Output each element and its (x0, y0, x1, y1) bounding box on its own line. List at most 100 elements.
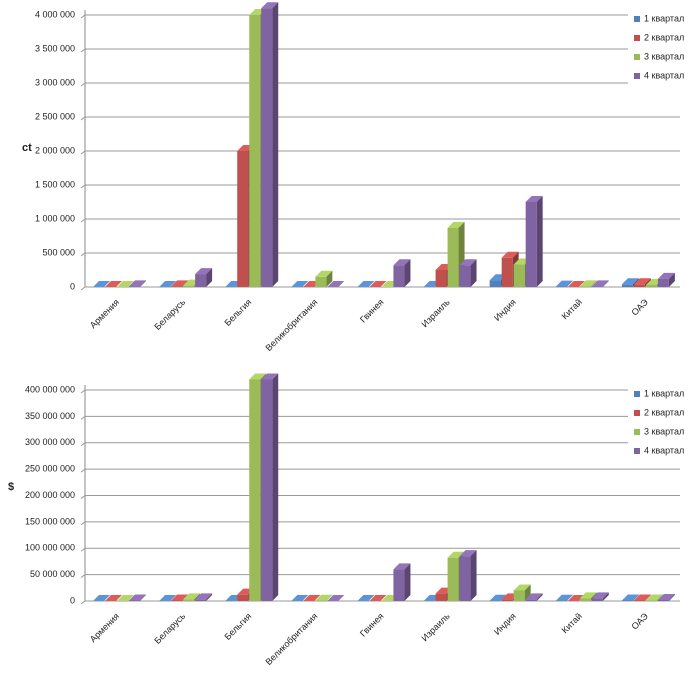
y-tick-label: 250 000 000 (25, 464, 75, 474)
bar-side (140, 594, 146, 601)
bar (249, 379, 261, 601)
legend-label: 2 квартал (644, 407, 684, 417)
y-tick-label: 0 (70, 281, 75, 291)
bar-top (555, 280, 573, 287)
legend-label: 2 квартал (644, 32, 684, 42)
bar-side (206, 268, 213, 287)
y-tick-label: 1 500 000 (35, 179, 75, 189)
bar (657, 278, 669, 287)
y-tick-label: 4 000 000 (35, 9, 75, 19)
bar (195, 274, 207, 287)
y-tick-label: 300 000 000 (25, 437, 75, 447)
bar (513, 264, 525, 287)
legend-swatch (634, 429, 640, 435)
legend-swatch (634, 54, 640, 60)
bar-top (117, 595, 134, 601)
legend-label: 3 квартал (644, 51, 684, 61)
bar (579, 286, 591, 287)
bar-top (291, 595, 309, 601)
bar-side (632, 594, 639, 601)
bar-top (159, 281, 177, 287)
x-tick-label: Израиль (419, 611, 451, 643)
y-tick-label: 150 000 000 (25, 516, 75, 526)
x-tick-label: Бельгия (222, 297, 253, 328)
grid-line (80, 389, 680, 394)
bar-top (315, 270, 333, 277)
bar-side (326, 594, 333, 601)
bar-top (183, 593, 201, 600)
bar (447, 557, 459, 601)
bar-top (447, 551, 465, 558)
legend-label: 1 квартал (644, 13, 684, 23)
x-tick-label: Армения (88, 611, 121, 644)
bar-top (195, 593, 213, 600)
bar-side (656, 594, 663, 601)
bar (501, 599, 513, 601)
legend-label: 1 квартал (644, 388, 684, 398)
bar-side (404, 563, 411, 601)
bar-side (566, 594, 573, 601)
y-tick-label: 400 000 000 (25, 384, 75, 394)
bar (621, 600, 633, 601)
grid-line (80, 600, 680, 605)
bar (435, 593, 447, 601)
x-tick-label: Беларусь (152, 297, 187, 332)
legend-label: 3 квартал (644, 426, 684, 436)
bar-side (326, 270, 333, 287)
legend-swatch (634, 35, 640, 41)
bar-top (93, 595, 110, 601)
bar-side (668, 272, 675, 287)
y-axis-label: ct (22, 142, 32, 154)
x-tick-label: Индия (492, 297, 518, 323)
x-tick-label: Индия (492, 611, 518, 637)
grid-line (80, 574, 680, 579)
grid-line (80, 48, 680, 53)
bar (195, 599, 207, 601)
bar-top (567, 595, 585, 601)
bar (171, 600, 183, 601)
y-tick-label: 200 000 000 (25, 490, 75, 500)
x-tick-label: ОАЭ (629, 611, 650, 632)
bar (645, 284, 657, 287)
bar (129, 600, 140, 601)
y-axis-label: $ (8, 481, 14, 493)
grid-line (80, 14, 680, 19)
bar (525, 599, 537, 601)
bar-top (291, 281, 309, 287)
bar-side (668, 593, 675, 601)
y-tick-label: 2 000 000 (35, 145, 75, 155)
bar-top (621, 278, 639, 285)
x-tick-label: ОАЭ (629, 297, 650, 318)
bar (261, 379, 273, 601)
y-tick-label: 0 (70, 595, 75, 605)
bar-side (602, 280, 609, 287)
bar-side (206, 593, 213, 601)
bar (633, 284, 645, 287)
x-tick-label: Гвинея (358, 611, 386, 639)
bar (435, 270, 447, 287)
x-tick-label: Беларусь (152, 611, 187, 646)
bar-side (272, 2, 279, 287)
bar-top (459, 259, 477, 266)
bar (513, 590, 525, 601)
bar-top (645, 594, 663, 601)
bar-side (470, 550, 477, 601)
bar-side (536, 196, 543, 287)
bar-top (159, 595, 177, 601)
legend-swatch (634, 73, 640, 79)
bar (393, 265, 405, 287)
bar-top (171, 594, 189, 601)
bar (315, 276, 327, 287)
y-tick-label: 100 000 000 (25, 543, 75, 553)
grid-line (80, 82, 680, 87)
bar (591, 286, 603, 287)
bar-top (513, 584, 531, 591)
bar (393, 569, 405, 601)
bar-side (470, 259, 477, 287)
bar-top (633, 278, 651, 285)
bar-top (261, 2, 279, 9)
bar-top (129, 594, 146, 601)
grid-line (80, 415, 680, 420)
